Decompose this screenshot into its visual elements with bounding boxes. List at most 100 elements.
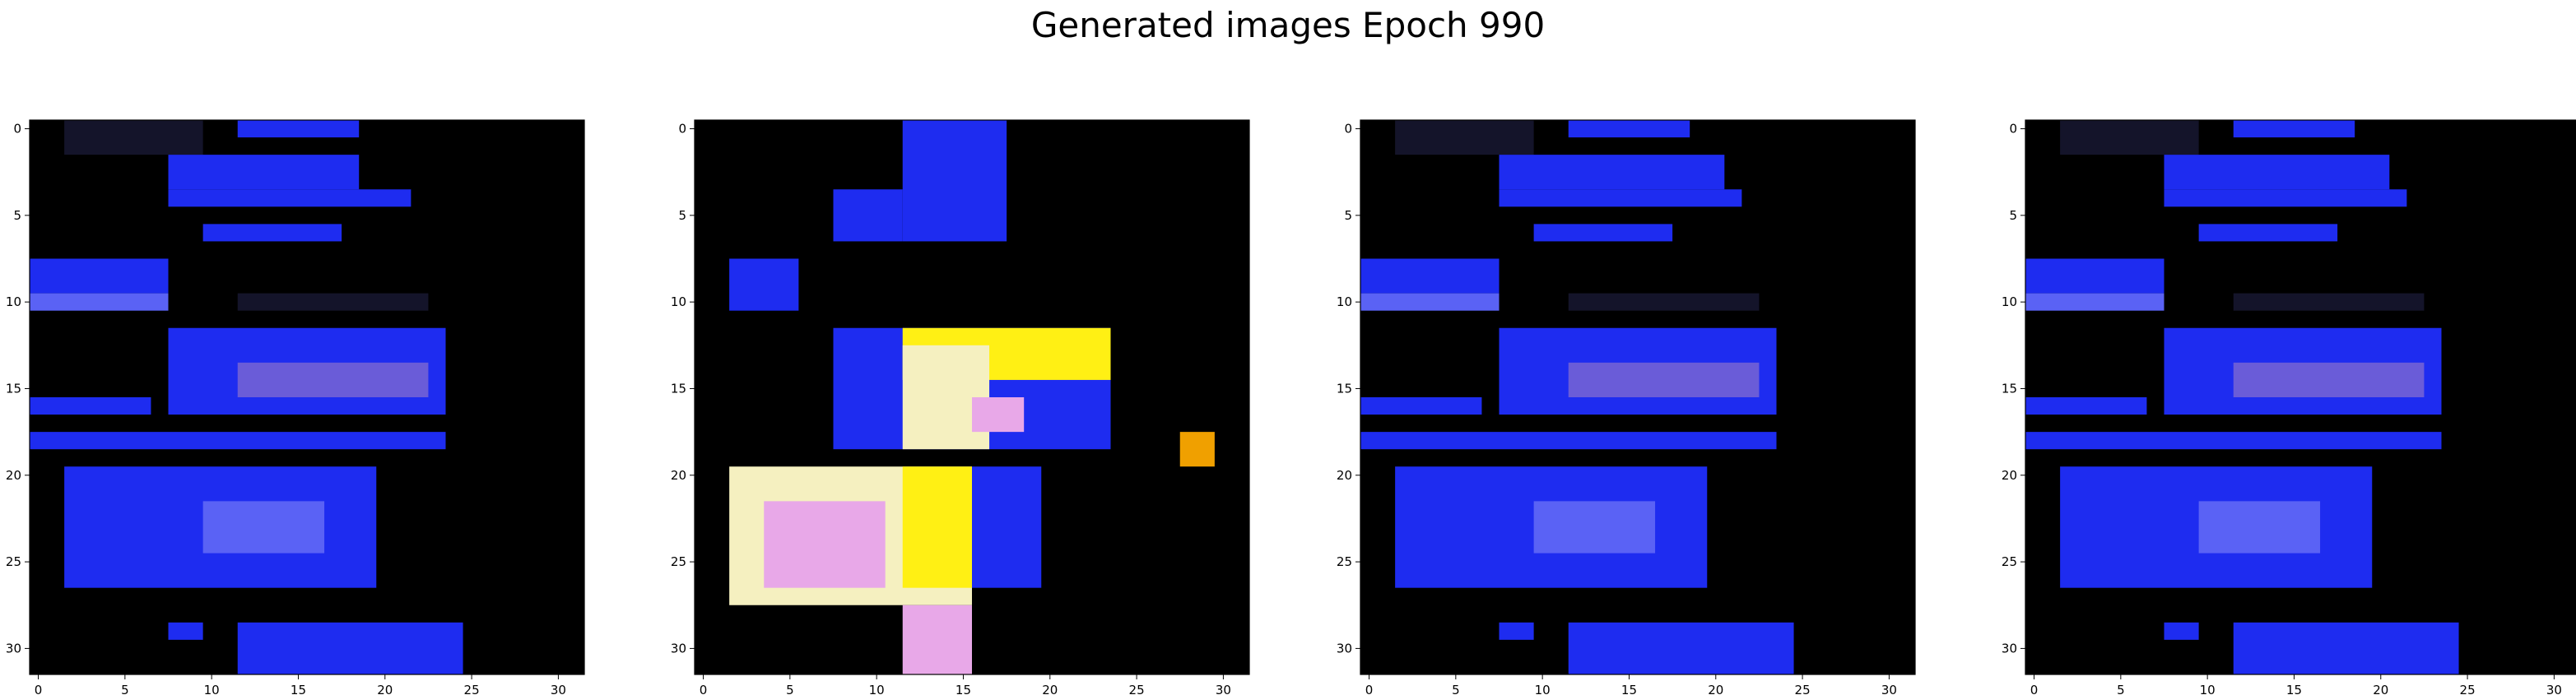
heatmap-panel-1: 0 5 10 15 20 25 30 0 5 10 15 20 25 30 xyxy=(6,119,585,695)
pixel-region-pink xyxy=(764,501,886,588)
x-tick-label: 25 xyxy=(464,683,480,695)
x-tick-label: 30 xyxy=(1881,683,1897,695)
pixel-region-blue xyxy=(1360,432,1777,450)
heatmap-panel-2: 0 5 10 15 20 25 30 0 5 10 15 20 25 30 xyxy=(671,119,1250,695)
axes-frame xyxy=(2025,119,2576,675)
pixel-region-blue xyxy=(1499,622,1534,640)
pixel-region-blue xyxy=(237,120,360,138)
pixel-region-blue xyxy=(1533,224,1673,242)
pixel-region-blue_light xyxy=(30,293,169,311)
y-tick-label: 0 xyxy=(2009,122,2017,137)
x-tick-label: 5 xyxy=(121,683,129,695)
pixel-region-blue xyxy=(30,258,169,294)
y-tick-label: 0 xyxy=(1344,122,1352,137)
pixel-region-blue xyxy=(202,224,342,242)
x-tick-label: 20 xyxy=(2373,683,2388,695)
pixel-region-blue xyxy=(2233,622,2459,674)
y-tick-label: 20 xyxy=(2002,468,2017,483)
pixel-region-dim xyxy=(2233,293,2425,311)
y-tick-label: 10 xyxy=(671,294,686,309)
y-tick-label: 25 xyxy=(6,554,21,569)
pixel-region-blue xyxy=(2198,224,2338,242)
pixel-region-orange xyxy=(1179,432,1215,467)
pixel-region-blue xyxy=(1360,258,1500,294)
y-tick-label: 15 xyxy=(2002,381,2017,396)
x-tick-label: 15 xyxy=(956,683,971,695)
y-tick-label: 30 xyxy=(2002,641,2017,656)
y-tick-label: 10 xyxy=(2002,294,2017,309)
pixel-region-dim xyxy=(1568,293,1760,311)
pixel-region-blue_light xyxy=(1533,501,1656,554)
y-tick-label: 30 xyxy=(6,641,21,656)
pixel-region-blue xyxy=(168,622,203,640)
x-tick-label: 10 xyxy=(1535,683,1551,695)
pixel-region-blue xyxy=(972,466,1042,588)
pixel-region-blue xyxy=(2164,189,2407,207)
pixel-region-dim xyxy=(1395,120,1534,155)
x-tick-label: 15 xyxy=(291,683,306,695)
pixel-region-blue_light xyxy=(2198,501,2321,554)
y-tick-label: 0 xyxy=(678,122,686,137)
pixel-region-blue xyxy=(1499,155,1725,190)
x-tick-label: 5 xyxy=(2117,683,2125,695)
pixel-region-blue xyxy=(2233,120,2355,138)
pixel-region-dim xyxy=(237,293,429,311)
pixel-region-blue xyxy=(30,432,446,450)
pixel-region-purple xyxy=(2233,362,2425,397)
y-tick-label: 20 xyxy=(6,468,21,483)
pixel-region-blue xyxy=(2025,397,2147,415)
y-tick-label: 25 xyxy=(671,554,686,569)
x-tick-label: 10 xyxy=(2200,683,2216,695)
pixel-region-dim xyxy=(64,120,203,155)
x-tick-label: 20 xyxy=(1708,683,1723,695)
y-tick-label: 15 xyxy=(6,381,21,396)
y-tick-label: 5 xyxy=(2009,208,2017,223)
pixel-region-purple xyxy=(1568,362,1760,397)
heatmap-panel-3: 0 5 10 15 20 25 30 0 5 10 15 20 25 30 xyxy=(1337,119,1916,695)
y-tick-label: 5 xyxy=(678,208,686,223)
pixel-region-blue_light xyxy=(1360,293,1500,311)
axes-frame xyxy=(1360,119,1916,675)
x-tick-label: 0 xyxy=(2030,683,2039,695)
axes-frame xyxy=(694,119,1250,675)
x-tick-label: 10 xyxy=(869,683,885,695)
y-tick-label: 10 xyxy=(1337,294,1352,309)
figure-title: Generated images Epoch 990 xyxy=(1030,5,1546,45)
pixel-region-blue xyxy=(2164,622,2199,640)
pixel-region-blue xyxy=(168,155,360,190)
x-tick-label: 15 xyxy=(2286,683,2302,695)
x-tick-label: 30 xyxy=(551,683,566,695)
y-tick-label: 0 xyxy=(13,122,21,137)
y-tick-label: 15 xyxy=(1337,381,1352,396)
x-tick-label: 10 xyxy=(204,683,220,695)
pixel-region-blue xyxy=(1360,397,1482,415)
pixel-region-blue_light xyxy=(2025,293,2164,311)
y-tick-label: 30 xyxy=(1337,641,1352,656)
heatmap-panel-4: 0 5 10 15 20 25 30 0 5 10 15 20 25 30 xyxy=(2002,119,2576,695)
pixel-region-blue xyxy=(168,189,412,207)
pixel-region-purple xyxy=(237,362,429,397)
pixel-region-blue xyxy=(833,189,903,242)
x-tick-label: 0 xyxy=(700,683,708,695)
y-tick-label: 5 xyxy=(13,208,21,223)
pixel-region-dim xyxy=(2060,120,2199,155)
pixel-region-blue xyxy=(1568,622,1794,674)
pixel-region-blue xyxy=(729,258,799,311)
x-tick-label: 25 xyxy=(1795,683,1811,695)
pixel-region-blue xyxy=(2025,432,2442,450)
x-tick-label: 25 xyxy=(1129,683,1145,695)
y-tick-label: 15 xyxy=(671,381,686,396)
x-tick-label: 25 xyxy=(2460,683,2476,695)
pixel-region-pink xyxy=(972,397,1025,433)
y-tick-label: 30 xyxy=(671,641,686,656)
pixel-region-blue xyxy=(2025,258,2164,294)
y-tick-label: 25 xyxy=(2002,554,2017,569)
x-tick-label: 20 xyxy=(377,683,393,695)
x-tick-label: 0 xyxy=(35,683,43,695)
y-tick-label: 5 xyxy=(1344,208,1352,223)
x-tick-label: 0 xyxy=(1365,683,1374,695)
pixel-region-pink xyxy=(902,605,972,674)
pixel-region-blue xyxy=(1499,189,1742,207)
x-tick-label: 30 xyxy=(2546,683,2562,695)
y-tick-label: 20 xyxy=(671,468,686,483)
